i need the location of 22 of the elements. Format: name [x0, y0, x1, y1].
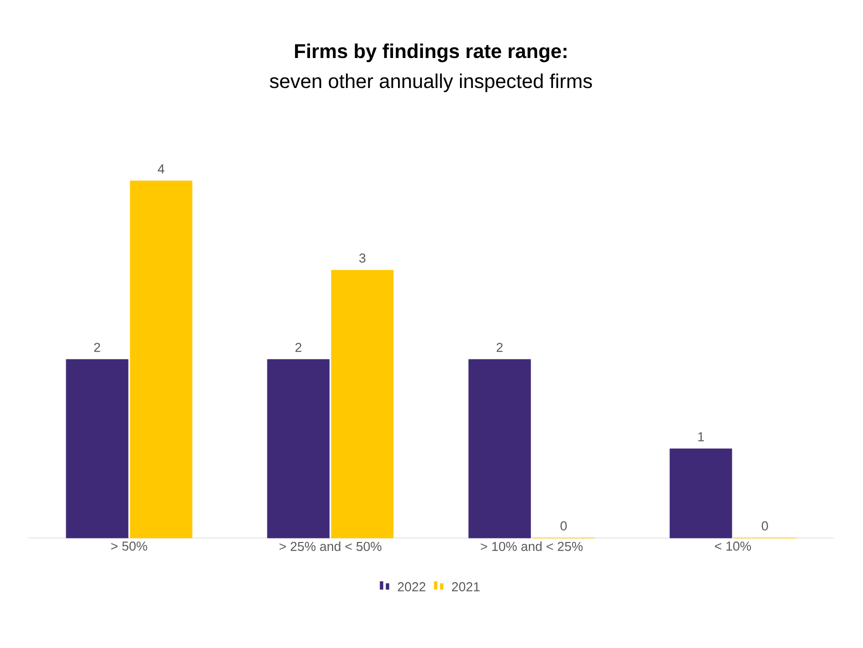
data-label: 2	[295, 342, 302, 352]
bar	[468, 359, 531, 538]
legend-label: 2022	[398, 582, 426, 592]
chart-title: Firms by findings rate range:	[295, 44, 566, 62]
data-label: 0	[762, 521, 768, 530]
bar	[66, 359, 128, 538]
data-label: 2	[94, 342, 100, 352]
bar	[130, 180, 192, 538]
legend-label: 2021	[452, 582, 480, 592]
data-label: 0	[560, 521, 567, 530]
x-tick-label: > 50%	[111, 542, 148, 551]
chart-subtitle: seven other annually inspected firms	[270, 74, 592, 92]
x-tick-label: < 10%	[714, 542, 751, 551]
data-label: 4	[158, 164, 164, 174]
bar	[267, 359, 330, 538]
bar	[670, 448, 732, 538]
data-label: 3	[359, 253, 366, 263]
data-label: 1	[698, 432, 704, 442]
x-tick-label: > 25% and < 50%	[280, 542, 382, 552]
data-label: 2	[496, 342, 503, 352]
x-tick-label: > 10% and < 25%	[480, 542, 583, 552]
bar	[331, 270, 394, 538]
